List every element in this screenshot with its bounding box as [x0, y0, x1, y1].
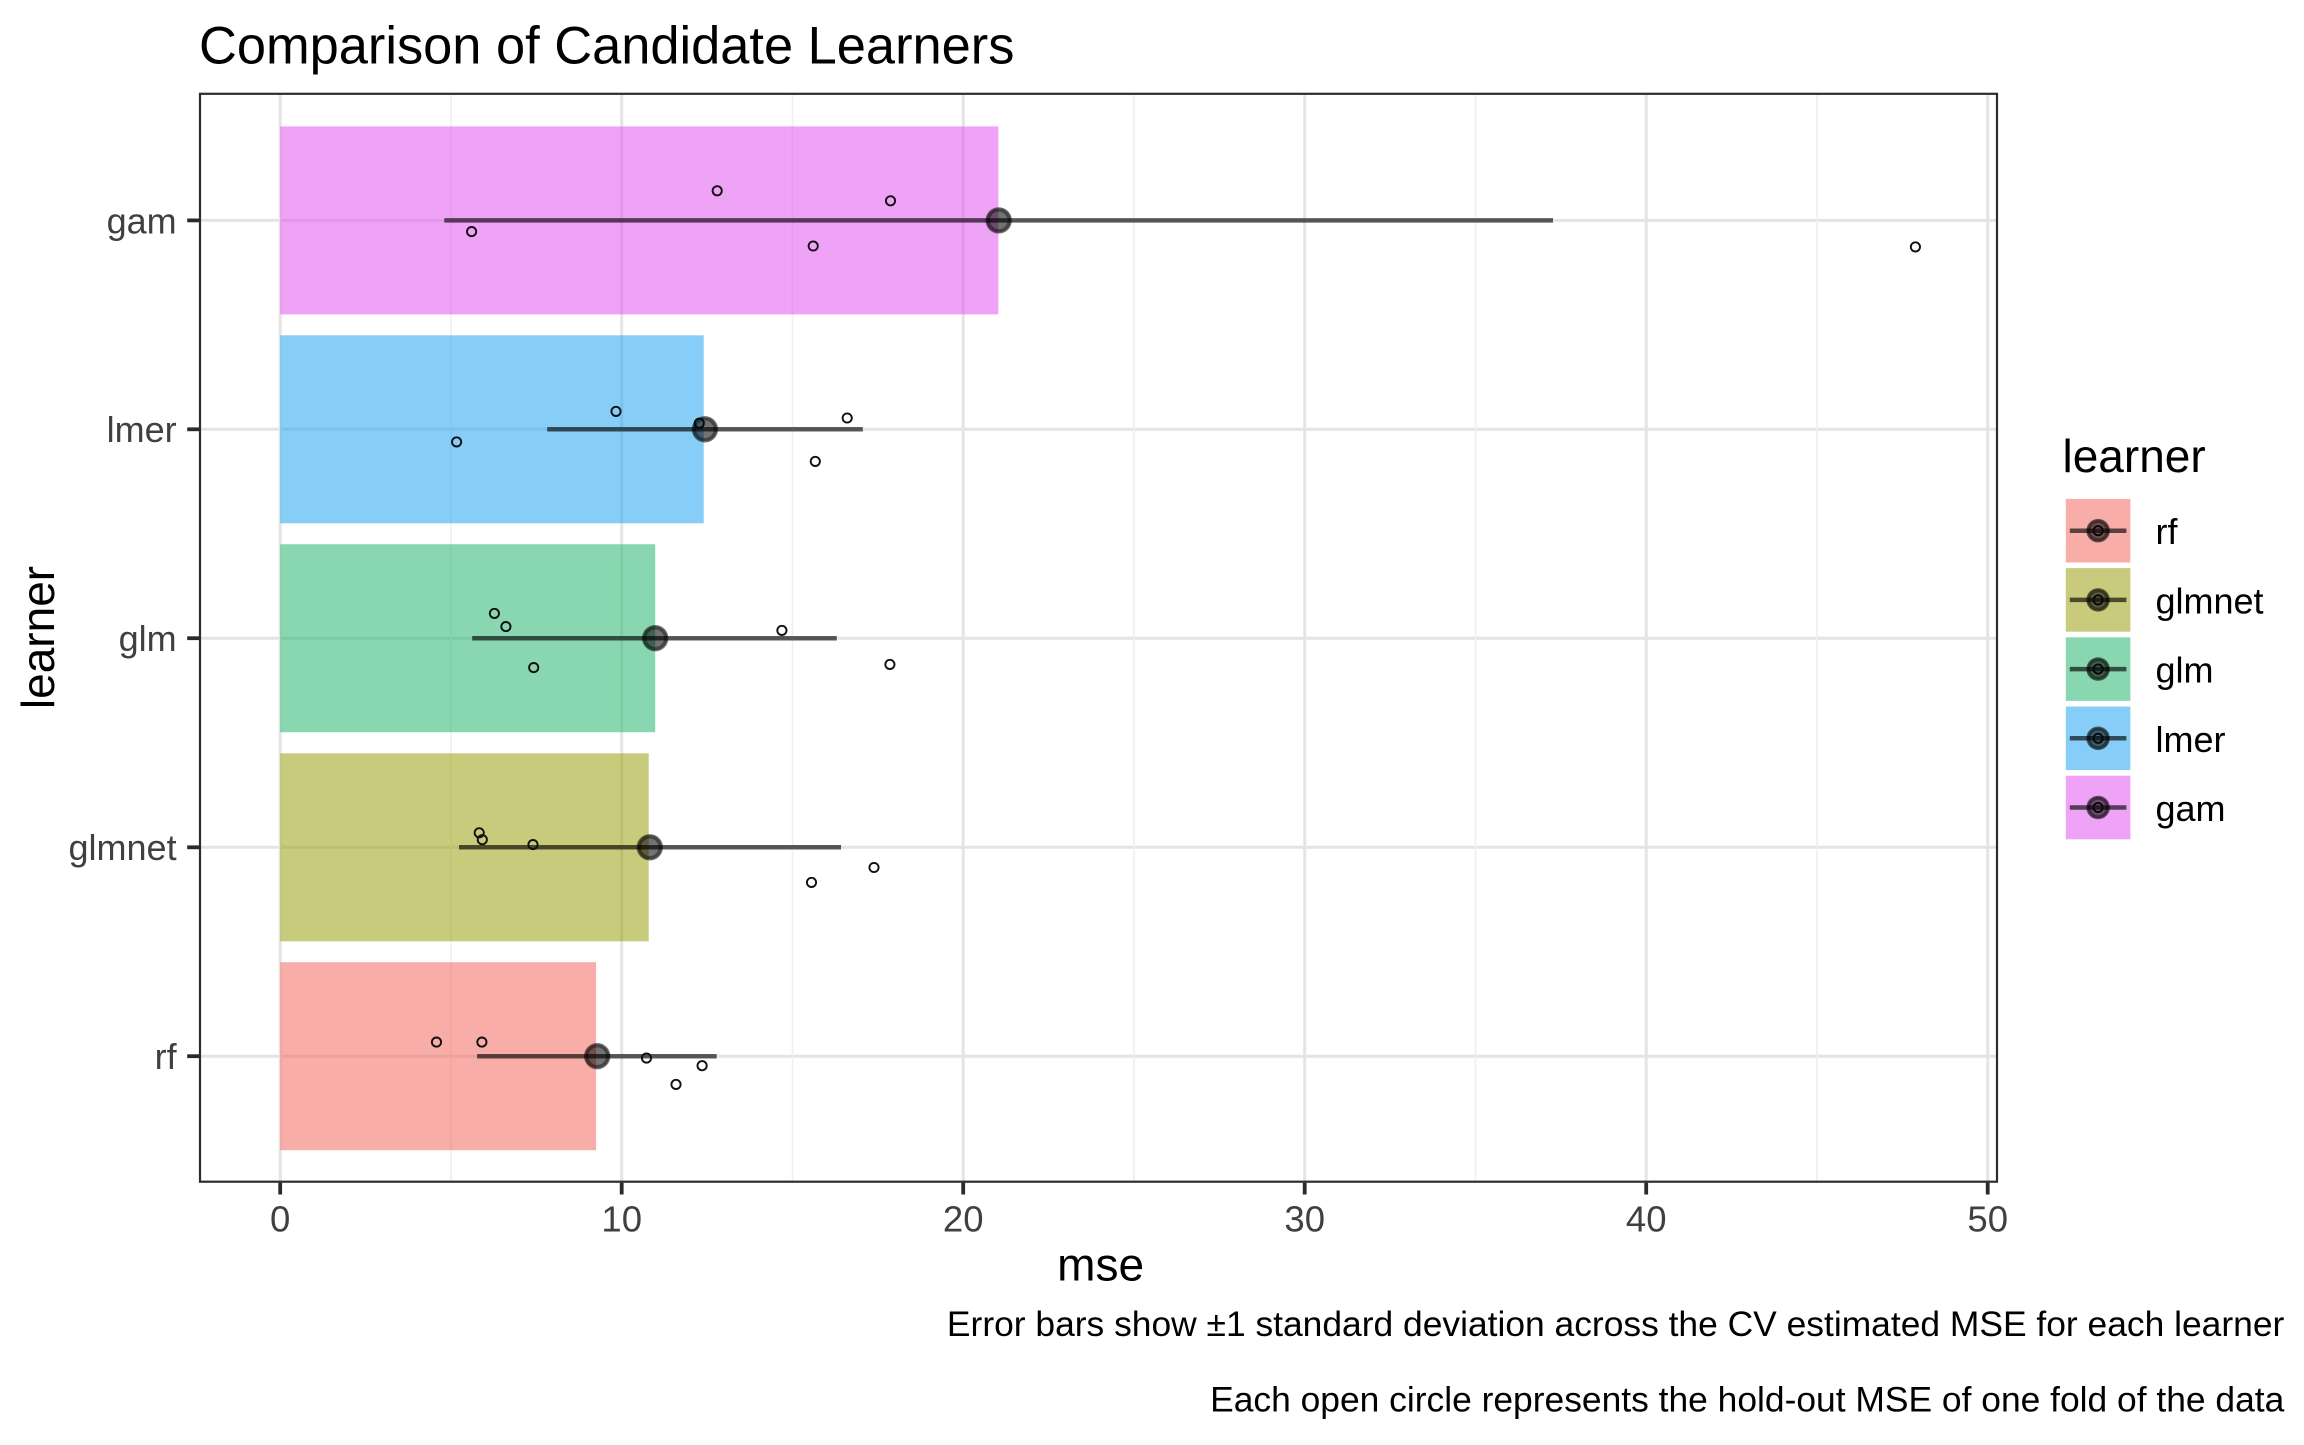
svg-text:Each open circle represents th: Each open circle represents the hold-out…	[1210, 1379, 2284, 1419]
svg-text:learner: learner	[12, 566, 64, 709]
svg-text:rf: rf	[2156, 511, 2179, 552]
svg-text:glmnet: glmnet	[2156, 580, 2264, 621]
svg-text:20: 20	[943, 1199, 984, 1240]
svg-text:rf: rf	[155, 1036, 178, 1077]
svg-text:Error bars show ±1 standard de: Error bars show ±1 standard deviation ac…	[947, 1304, 2285, 1344]
svg-text:glm: glm	[2156, 650, 2214, 691]
svg-text:learner: learner	[2063, 430, 2206, 482]
svg-text:30: 30	[1284, 1199, 1325, 1240]
svg-text:gam: gam	[107, 200, 177, 241]
svg-text:40: 40	[1626, 1199, 1667, 1240]
svg-text:gam: gam	[2156, 788, 2226, 829]
svg-text:10: 10	[601, 1199, 642, 1240]
svg-text:Comparison of Candidate Learne: Comparison of Candidate Learners	[199, 18, 1014, 76]
svg-text:glm: glm	[119, 618, 177, 659]
svg-text:mse: mse	[1057, 1238, 1144, 1290]
svg-text:lmer: lmer	[107, 409, 177, 450]
svg-text:50: 50	[1967, 1199, 2008, 1240]
svg-text:lmer: lmer	[2156, 719, 2226, 760]
svg-text:glmnet: glmnet	[69, 827, 177, 868]
svg-text:0: 0	[270, 1199, 290, 1240]
